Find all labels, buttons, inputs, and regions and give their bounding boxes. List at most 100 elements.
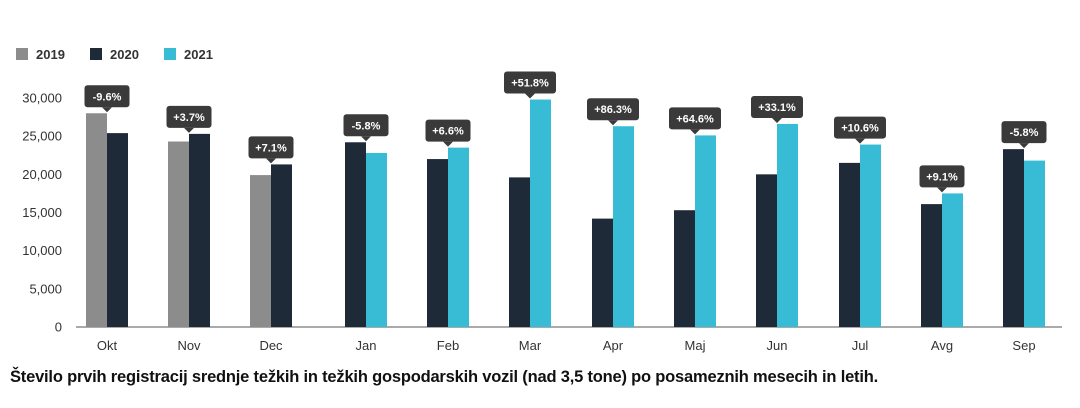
- annotation-box: [587, 98, 639, 121]
- annotation-dec: +7.1%: [248, 136, 294, 164]
- annotation-label: +64.6%: [676, 113, 714, 125]
- annotation-sep: -5.8%: [1001, 121, 1047, 149]
- annotation-pointer: [184, 127, 194, 133]
- annotation-box: [504, 71, 556, 94]
- annotation-label: +86.3%: [594, 104, 632, 116]
- annotation-pointer: [266, 158, 276, 164]
- chart-legend: 2019 2020 2021: [16, 47, 213, 62]
- annotation-avg: +9.1%: [919, 165, 965, 193]
- annotation-jan: -5.8%: [343, 114, 389, 142]
- annotation-box: [834, 116, 886, 139]
- y-tick-label: 25,000: [22, 129, 62, 144]
- bar-avg-2021: [942, 193, 963, 327]
- legend-label: 2020: [110, 47, 139, 62]
- annotation-box: [248, 136, 294, 159]
- x-tick-label: Maj: [685, 338, 706, 353]
- annotation-box: [343, 114, 389, 137]
- annotation-label: +51.8%: [511, 78, 549, 90]
- bar-dec-2019: [250, 175, 271, 327]
- annotation-okt: -9.6%: [84, 85, 130, 113]
- y-tick-label: 30,000: [22, 91, 62, 106]
- bar-jul-2021: [860, 144, 881, 327]
- bar-sep-2020: [1003, 149, 1024, 327]
- bar-jan-2021: [366, 152, 387, 327]
- annotation-label: +6.6%: [432, 126, 464, 138]
- bar-mar-2020: [509, 177, 530, 327]
- bar-sep-2021: [1024, 160, 1045, 327]
- x-tick-label: Okt: [97, 338, 118, 353]
- bar-nov-2019: [168, 141, 189, 327]
- bar-maj-2021: [695, 135, 716, 327]
- annotation-mar: +51.8%: [504, 71, 556, 99]
- legend-swatch: [90, 48, 102, 60]
- x-tick-label: Jan: [356, 338, 377, 353]
- annotation-label: -5.8%: [1010, 127, 1039, 139]
- annotation-pointer: [361, 136, 371, 142]
- x-tick-label: Mar: [519, 338, 542, 353]
- y-tick-label: 0: [55, 320, 62, 335]
- bar-jan-2020: [345, 142, 366, 327]
- annotation-label: +7.1%: [255, 142, 287, 154]
- x-tick-label: Jun: [767, 338, 788, 353]
- legend-swatch: [164, 48, 176, 60]
- legend-label: 2019: [36, 47, 65, 62]
- annotation-box: [919, 165, 965, 188]
- bar-okt-2020: [107, 133, 128, 327]
- annotation-label: +9.1%: [926, 171, 958, 183]
- annotation-maj: +64.6%: [669, 107, 721, 135]
- annotation-pointer: [690, 129, 700, 135]
- annotation-box: [751, 95, 803, 118]
- y-tick-label: 15,000: [22, 205, 62, 220]
- bar-apr-2021: [613, 126, 634, 327]
- annotation-pointer: [443, 141, 453, 147]
- bar-apr-2020: [592, 218, 613, 327]
- annotation-pointer: [525, 93, 535, 99]
- bars: [86, 99, 1045, 328]
- annotation-pointer: [102, 107, 112, 113]
- annotation-apr: +86.3%: [587, 98, 639, 126]
- bar-chart: 2019 2020 2021 0 5,000 10,000 15,000 20,000 25,…: [16, 47, 1062, 353]
- bar-feb-2020: [427, 159, 448, 327]
- bar-jun-2020: [756, 174, 777, 327]
- annotation-label: +10.6%: [841, 123, 879, 135]
- x-tick-label: Sep: [1012, 338, 1035, 353]
- annotation-pointer: [608, 120, 618, 126]
- annotation-box: [669, 107, 721, 130]
- bar-mar-2021: [530, 99, 551, 327]
- bar-jul-2020: [839, 162, 860, 327]
- annotation-pointer: [1019, 143, 1029, 149]
- annotation-feb: +6.6%: [425, 119, 471, 147]
- annotation-label: +33.1%: [758, 102, 796, 114]
- y-tick-label: 10,000: [22, 243, 62, 258]
- x-tick-label: Nov: [177, 338, 201, 353]
- annotation-label: +3.7%: [173, 112, 205, 124]
- annotation-label: -5.8%: [352, 120, 381, 132]
- annotation-pointer: [855, 138, 865, 144]
- x-tick-label: Avg: [931, 338, 953, 353]
- y-tick-label: 5,000: [29, 281, 62, 296]
- legend-swatch: [16, 48, 28, 60]
- annotations: -9.6% +3.7% +7.1% -5.8% +6.6% +51.8% +86.3% +64…: [84, 71, 1047, 193]
- x-tick-label: Feb: [437, 338, 459, 353]
- y-tick-label: 20,000: [22, 167, 62, 182]
- annotation-nov: +3.7%: [166, 105, 212, 133]
- annotation-pointer: [937, 187, 947, 193]
- x-tick-label: Dec: [259, 338, 283, 353]
- bar-jun-2021: [777, 123, 798, 327]
- x-tick-label: Apr: [603, 338, 624, 353]
- legend-label: 2021: [184, 47, 213, 62]
- x-tick-label: Jul: [852, 338, 869, 353]
- annotation-jul: +10.6%: [834, 116, 886, 144]
- chart-caption: Število prvih registracij srednje težkih…: [10, 368, 879, 386]
- bar-dec-2020: [271, 164, 292, 327]
- bar-avg-2020: [921, 204, 942, 327]
- y-axis: 0 5,000 10,000 15,000 20,000 25,000 30,000: [22, 91, 1062, 335]
- bar-feb-2021: [448, 147, 469, 327]
- bar-nov-2020: [189, 133, 210, 327]
- annotation-box: [1001, 121, 1047, 144]
- annotation-box: [84, 85, 130, 108]
- annotation-pointer: [772, 117, 782, 123]
- x-axis: Okt Nov Dec Jan Feb Mar Apr Maj Jun Jul Avg Sep: [97, 338, 1036, 353]
- annotation-jun: +33.1%: [751, 95, 803, 123]
- annotation-box: [425, 119, 471, 142]
